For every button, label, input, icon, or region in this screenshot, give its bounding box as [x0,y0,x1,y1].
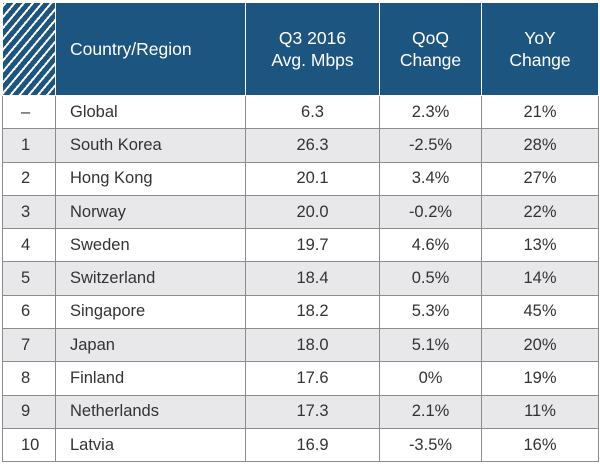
rank-cell: 1 [2,128,56,163]
table-row: 10 Latvia 16.9 -3.5% 16% [2,427,599,463]
rank-cell: 7 [2,328,56,363]
table-row: 1 South Korea 26.3 -2.5% 28% [2,128,599,163]
rank-cell: 5 [2,261,56,296]
qoq-header-line1: QoQ [412,28,449,48]
qoq-cell: 2.3% [379,94,482,130]
speed-header: Q3 2016 Avg. Mbps [245,2,380,96]
qoq-cell: -0.2% [379,194,482,230]
table-row: – Global 6.3 2.3% 21% [2,94,599,130]
rank-cell: 3 [2,194,56,230]
country-cell: Switzerland [55,261,246,296]
country-cell: Finland [55,361,246,396]
yoy-cell: 28% [481,128,599,163]
table-header: Country/Region Q3 2016 Avg. Mbps QoQ Cha… [2,2,599,96]
speed-cell: 18.2 [245,294,380,330]
table-row: 2 Hong Kong 20.1 3.4% 27% [2,161,599,196]
speed-cell: 20.0 [245,194,380,230]
qoq-header-line2: Change [399,50,462,70]
country-cell: Latvia [55,427,246,463]
qoq-cell: 4.6% [379,228,482,263]
hatch-pattern [3,3,55,95]
yoy-cell: 20% [481,328,599,363]
country-cell: Norway [55,194,246,230]
qoq-cell: 0.5% [379,261,482,296]
country-header-label: Country/Region [70,39,192,59]
table-row: 7 Japan 18.0 5.1% 20% [2,328,599,363]
rank-cell: 4 [2,228,56,263]
qoq-header: QoQ Change [379,2,482,96]
yoy-header-line1: YoY [524,28,556,48]
header-row: Country/Region Q3 2016 Avg. Mbps QoQ Cha… [2,2,599,96]
yoy-cell: 19% [481,361,599,396]
yoy-cell: 16% [481,427,599,463]
yoy-cell: 14% [481,261,599,296]
country-cell: Sweden [55,228,246,263]
qoq-cell: 0% [379,361,482,396]
qoq-cell: 2.1% [379,394,482,429]
table-row: 4 Sweden 19.7 4.6% 13% [2,228,599,263]
country-cell: South Korea [55,128,246,163]
country-cell: Hong Kong [55,161,246,196]
yoy-cell: 45% [481,294,599,330]
qoq-cell: -3.5% [379,427,482,463]
speed-header-line1: Q3 2016 [278,28,347,48]
yoy-cell: 22% [481,194,599,230]
table-row: 9 Netherlands 17.3 2.1% 11% [2,394,599,429]
rank-cell: 8 [2,361,56,396]
speed-cell: 26.3 [245,128,380,163]
table-row: 8 Finland 17.6 0% 19% [2,361,599,396]
rank-cell: 2 [2,161,56,196]
speed-header-line2: Avg. Mbps [271,50,354,70]
yoy-cell: 21% [481,94,599,130]
rank-cell: – [2,94,56,130]
table-row: 5 Switzerland 18.4 0.5% 14% [2,261,599,296]
country-cell: Singapore [55,294,246,330]
speed-cell: 20.1 [245,161,380,196]
speed-cell: 18.4 [245,261,380,296]
yoy-cell: 27% [481,161,599,196]
speed-cell: 17.6 [245,361,380,396]
rank-header-hatched-cell [2,2,56,96]
yoy-header-line2: Change [509,50,571,70]
qoq-cell: 5.1% [379,328,482,363]
country-cell: Japan [55,328,246,363]
speed-cell: 16.9 [245,427,380,463]
rank-cell: 10 [2,427,56,463]
speed-cell: 17.3 [245,394,380,429]
table-body: – Global 6.3 2.3% 21% 1 South Korea 26.3… [2,94,599,463]
speed-cell: 18.0 [245,328,380,363]
table-row: 6 Singapore 18.2 5.3% 45% [2,294,599,330]
yoy-cell: 11% [481,394,599,429]
country-header: Country/Region [55,2,246,96]
country-cell: Global [55,94,246,130]
speed-cell: 19.7 [245,228,380,263]
rank-cell: 6 [2,294,56,330]
rank-cell: 9 [2,394,56,429]
speed-cell: 6.3 [245,94,380,130]
speed-table: Country/Region Q3 2016 Avg. Mbps QoQ Cha… [2,2,599,463]
country-cell: Netherlands [55,394,246,429]
table-row: 3 Norway 20.0 -0.2% 22% [2,194,599,230]
yoy-header: YoY Change [481,2,599,96]
qoq-cell: 5.3% [379,294,482,330]
yoy-cell: 13% [481,228,599,263]
qoq-cell: -2.5% [379,128,482,163]
qoq-cell: 3.4% [379,161,482,196]
